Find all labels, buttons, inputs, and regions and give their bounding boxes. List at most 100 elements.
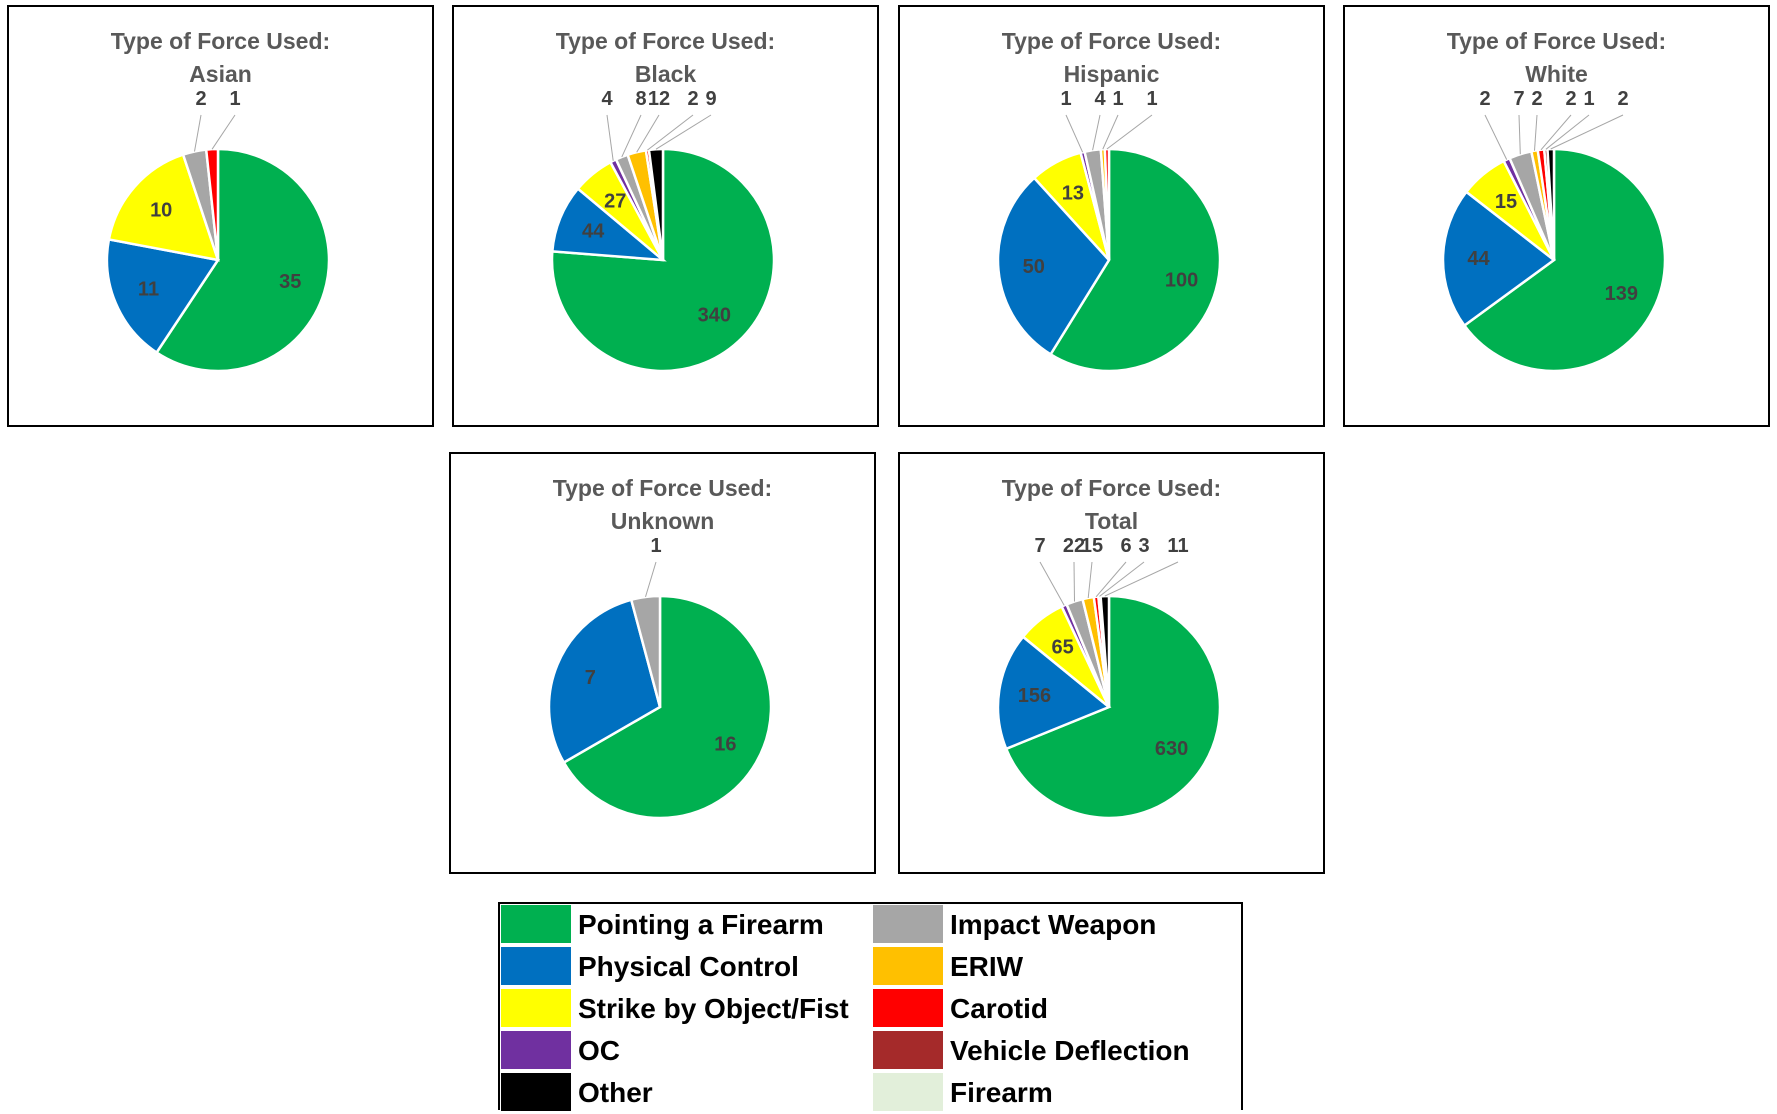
- legend-swatch: [872, 988, 944, 1028]
- legend-label: Other: [578, 1077, 653, 1108]
- pie-panel-white: 139 44 15 2 7 2 2 1 2 Type of Force Used: White: [1343, 5, 1770, 427]
- pie-data-label-outside: 7: [1513, 88, 1524, 110]
- pie-panel-black: 340 44 27 4 8 12 2 9 Type of Force Used: Black: [452, 5, 879, 427]
- pie-data-label-outside: 6: [1120, 535, 1131, 557]
- legend-label: Strike by Object/Fist: [578, 993, 849, 1024]
- pie-slice-pointing-a-firearm: [1462, 147, 1667, 373]
- legend-swatch: [872, 1030, 944, 1070]
- pie-data-label: 16: [714, 734, 736, 756]
- chart-title: Type of Force Used:: [1001, 28, 1222, 54]
- legend-label: ERIW: [950, 951, 1024, 982]
- legend-label: Pointing a Firearm: [578, 909, 824, 940]
- leader-line: [211, 114, 236, 150]
- pie-data-label: 11: [138, 278, 159, 300]
- pie-data-label: 156: [1018, 685, 1051, 707]
- pie-data-label: 15: [1495, 191, 1517, 213]
- leader-line: [1095, 561, 1127, 598]
- chart-subtitle: Black: [634, 61, 697, 87]
- pie-data-label-outside: 1: [1060, 88, 1071, 110]
- chart-subtitle: White: [1525, 61, 1588, 87]
- pie-panel-total: 630 156 65 7 22 15 6 3 11 Type of Force Used: To…: [898, 452, 1325, 874]
- pie-data-label-outside: 15: [1081, 535, 1103, 557]
- legend-swatch: [500, 988, 572, 1028]
- chart-title: Type of Force Used:: [110, 28, 331, 54]
- pie-data-label-outside: 22: [1063, 535, 1085, 557]
- legend-label: Impact Weapon: [950, 909, 1157, 940]
- pie-slice-physical-control: [105, 237, 221, 355]
- pie-data-label-outside: 1: [1583, 88, 1594, 110]
- pie-data-label: 10: [150, 199, 172, 221]
- pie-data-label-outside: 3: [1138, 535, 1149, 557]
- pie-data-label-outside: 12: [648, 88, 670, 110]
- pie-slice-physical-control: [1441, 190, 1557, 328]
- chart-title: Type of Force Used:: [1446, 28, 1667, 54]
- pie-slice-pointing-a-firearm: [1048, 147, 1222, 373]
- chart-title: Type of Force Used:: [552, 475, 773, 501]
- pie-data-label-outside: 2: [1531, 88, 1542, 110]
- pie-data-label: 139: [1605, 283, 1638, 305]
- leader-line: [1102, 114, 1119, 150]
- pie-data-label-outside: 9: [705, 88, 716, 110]
- pie-data-label-outside: 1: [229, 88, 240, 110]
- pie-data-label-outside: 2: [1479, 88, 1490, 110]
- pie-slice-impact-weapon: [629, 594, 662, 708]
- pie-data-label-outside: 11: [1167, 535, 1188, 557]
- leader-line: [655, 114, 712, 150]
- pie-data-label: 65: [1051, 637, 1073, 659]
- pie-data-label: 630: [1155, 738, 1188, 760]
- pie-data-label-outside: 7: [1034, 535, 1045, 557]
- pie-slice-other: [647, 147, 665, 261]
- pie-data-label: 340: [698, 304, 731, 326]
- pie-slice-pointing-a-firearm: [562, 594, 773, 820]
- legend-label: Carotid: [950, 993, 1048, 1024]
- legend-label: Vehicle Deflection: [950, 1035, 1190, 1066]
- pie-slice-pointing-a-firearm: [154, 147, 331, 373]
- pie-data-label: 35: [279, 271, 301, 293]
- pie-data-label-outside: 1: [1112, 88, 1123, 110]
- leader-line: [1550, 114, 1624, 150]
- leader-line: [645, 561, 657, 598]
- leader-line: [1545, 114, 1590, 150]
- leader-line: [1540, 114, 1572, 151]
- legend: Pointing a Firearm Physical Control Stri…: [498, 902, 1243, 1112]
- pie-slice-physical-control: [996, 176, 1111, 357]
- pie-data-label: 13: [1062, 183, 1084, 205]
- pie-data-label-outside: 2: [195, 88, 206, 110]
- legend-swatch: [500, 1072, 572, 1112]
- chart-title: Type of Force Used:: [555, 28, 776, 54]
- pie-data-label-outside: 8: [635, 88, 646, 110]
- leader-line: [647, 114, 694, 151]
- legend-swatch: [500, 904, 572, 944]
- chart-subtitle: Total: [1084, 508, 1139, 534]
- chart-subtitle: Hispanic: [1063, 61, 1160, 87]
- chart-subtitle: Unknown: [610, 508, 715, 534]
- legend-swatch: [500, 1030, 572, 1070]
- chart-subtitle: Asian: [189, 61, 252, 87]
- leader-line: [621, 114, 642, 158]
- legend-swatch: [500, 946, 572, 986]
- legend-swatch: [872, 904, 944, 944]
- pie-data-label: 44: [1467, 248, 1490, 270]
- leader-line: [1106, 114, 1153, 150]
- pie-chart-black: 340 44 27 4 8 12 2 9: [550, 88, 776, 373]
- leader-line: [636, 114, 660, 153]
- pie-chart-asian: 35 11 10 2 1: [105, 88, 331, 373]
- pie-slice-physical-control: [996, 635, 1112, 751]
- pie-data-label: 100: [1165, 270, 1198, 292]
- leader-line: [1065, 114, 1084, 153]
- pie-data-label-outside: 1: [1146, 88, 1157, 110]
- pie-data-label: 50: [1023, 256, 1045, 278]
- chart-title: Type of Force Used:: [1001, 475, 1222, 501]
- pie-data-label: 7: [585, 667, 596, 689]
- legend-label: OC: [578, 1035, 620, 1066]
- leader-line: [1104, 561, 1179, 597]
- leader-line: [1484, 114, 1508, 160]
- pie-data-label-outside: 2: [687, 88, 698, 110]
- leader-line: [1087, 561, 1093, 599]
- pie-data-label: 44: [582, 221, 605, 243]
- leader-line: [606, 114, 614, 161]
